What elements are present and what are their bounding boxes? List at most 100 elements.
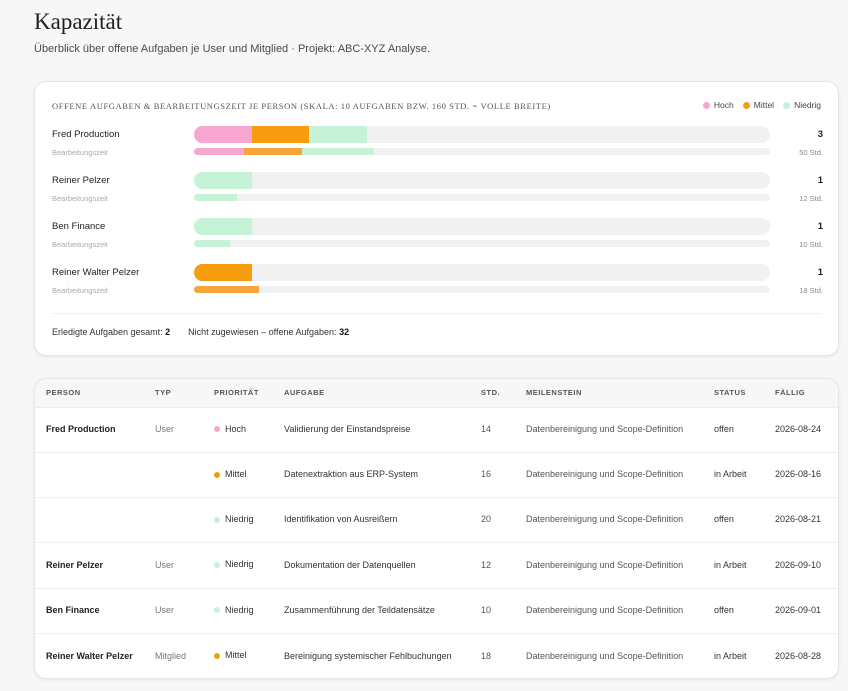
cell-hours: 12 (481, 559, 492, 570)
cell-status: in Arbeit (714, 650, 747, 661)
legend-item-mittel: Mittel (742, 100, 775, 110)
tasks-bar (194, 126, 770, 143)
priority-dot-mittel (214, 653, 220, 659)
cell-milestone: Datenbereinigung und Scope-Definition (526, 650, 684, 661)
priority-label: Niedrig (225, 514, 254, 525)
unassigned-tasks-value: 32 (339, 327, 350, 337)
capacity-card: Offene Aufgaben & Bearbeitungszeit je Pe… (34, 81, 839, 356)
hours-label: Bearbeitungszeit (52, 148, 108, 157)
cell-due: 2026-09-10 (775, 559, 822, 570)
hours-segment-niedrig (194, 194, 238, 201)
cell-hours: 16 (481, 469, 492, 480)
open-task-count: 3 (817, 129, 823, 140)
priority-label: Hoch (225, 423, 247, 434)
cell-person: Ben Finance (46, 605, 100, 616)
table-row: Mittel Datenextraktion aus ERP-System 16 Da… (35, 452, 838, 498)
cell-type: User (155, 423, 175, 434)
table-body: Fred Production User Hoch Validierung der E… (35, 407, 838, 678)
table-row: Reiner Pelzer User Niedrig Dokumentation de… (35, 543, 838, 589)
priority-badge: Mittel (214, 649, 247, 663)
cell-hours: 10 (481, 605, 492, 616)
tasks-bar (194, 264, 770, 281)
priority-badge: Mittel (214, 468, 247, 482)
table-header-row: Person Typ Priorität Aufgabe Std. Meilenstein… (35, 379, 838, 408)
legend-dot-niedrig (783, 101, 791, 109)
hours-label: Bearbeitungszeit (52, 194, 108, 203)
column-header: Meilenstein (515, 379, 703, 408)
column-header: Typ (144, 379, 203, 408)
cell-task: Validierung der Einstandspreise (284, 423, 411, 434)
cell-person: Reiner Pelzer (46, 559, 104, 570)
capacity-row: Reiner Walter Pelzer Bearbeitungszeit 1 18 … (35, 263, 840, 303)
cell-task: Identifikation von Ausreißern (284, 514, 398, 525)
cell-due: 2026-09-01 (775, 605, 822, 616)
open-task-count: 1 (817, 267, 823, 278)
cell-priority: Niedrig (203, 543, 273, 588)
legend-label: Mittel (753, 100, 775, 110)
cell-type (144, 498, 203, 543)
hours-segment-hoch (194, 148, 245, 155)
column-header: Priorität (203, 379, 273, 408)
table-row: Fred Production User Hoch Validierung der E… (35, 407, 838, 453)
cell-milestone: Datenbereinigung und Scope-Definition (526, 423, 684, 434)
done-tasks-label: Erledigte Aufgaben gesamt: (52, 327, 163, 337)
table-row: Reiner Walter Pelzer Mitglied Mittel Berein… (35, 633, 838, 678)
cell-task: Datenextraktion aus ERP-System (284, 469, 419, 480)
priority-dot-niedrig (214, 562, 220, 569)
cell-type: User (155, 559, 175, 570)
cell-person: Reiner Walter Pelzer (46, 650, 133, 661)
cell-milestone: Datenbereinigung und Scope-Definition (526, 514, 684, 525)
priority-dot-niedrig (214, 607, 220, 614)
legend: Hoch Mittel Niedrig (702, 100, 821, 110)
cell-hours: 14 (481, 423, 492, 434)
table-header: Person Typ Priorität Aufgabe Std. Meilenstein… (35, 379, 838, 408)
hours-bar (194, 240, 770, 247)
hours-total: 12 Std. (799, 194, 823, 203)
cell-task: Bereinigung systemischer Fehlbuchungen (284, 650, 452, 661)
capacity-row: Reiner Pelzer Bearbeitungszeit 1 12 Std. (35, 171, 840, 211)
table-row: Ben Finance User Niedrig Zusammenführung de… (35, 588, 838, 634)
capacity-row: Ben Finance Bearbeitungszeit 1 10 Std. (35, 217, 840, 257)
cell-due: 2026-08-21 (775, 514, 822, 525)
unassigned-tasks-summary: Nicht zugewiesen – offene Aufgaben: 32 (188, 327, 349, 337)
table-row: Niedrig Identifikation von Ausreißern 20 Da… (35, 498, 838, 543)
done-tasks-summary: Erledigte Aufgaben gesamt: 2 (52, 327, 170, 337)
priority-dot-niedrig (214, 516, 220, 523)
priority-badge: Hoch (214, 423, 246, 437)
priority-dot-hoch (214, 426, 220, 433)
priority-badge: Niedrig (214, 604, 254, 618)
legend-item-hoch: Hoch (702, 100, 734, 110)
priority-badge: Niedrig (214, 558, 254, 572)
hours-bar (194, 194, 770, 201)
tasks-bar (194, 172, 770, 189)
tasks-segment-mittel (251, 126, 310, 143)
person-name: Reiner Pelzer (52, 175, 110, 186)
page-subtitle: Überblick über offene Aufgaben je User u… (34, 43, 431, 55)
tasks-segment-niedrig (194, 218, 252, 235)
open-task-count: 1 (817, 175, 823, 186)
hours-segment-mittel (194, 286, 259, 293)
hours-total: 50 Std. (799, 148, 823, 157)
column-header: Status (703, 379, 764, 408)
cell-person (35, 452, 144, 497)
tasks-bar (194, 218, 770, 235)
cell-type: User (155, 605, 175, 616)
legend-dot-hoch (702, 101, 710, 109)
cell-priority: Mittel (203, 633, 273, 678)
person-name: Fred Production (52, 129, 120, 140)
priority-label: Niedrig (225, 604, 254, 615)
legend-dot-mittel (742, 101, 750, 109)
priority-label: Mittel (225, 468, 247, 479)
tasks-segment-niedrig (194, 172, 252, 189)
hours-segment-niedrig (194, 240, 230, 247)
hours-label: Bearbeitungszeit (52, 240, 108, 249)
priority-label: Mittel (225, 650, 247, 661)
cell-priority: Mittel (203, 452, 273, 497)
cell-hours: 18 (481, 650, 492, 661)
tasks-segment-niedrig (309, 126, 367, 143)
capacity-footer: Erledigte Aufgaben gesamt: 2 Nicht zugew… (52, 327, 349, 337)
cell-due: 2026-08-24 (775, 423, 822, 434)
hours-segment-niedrig (301, 148, 374, 155)
cell-status: in Arbeit (714, 559, 747, 570)
cell-priority: Niedrig (203, 498, 273, 543)
